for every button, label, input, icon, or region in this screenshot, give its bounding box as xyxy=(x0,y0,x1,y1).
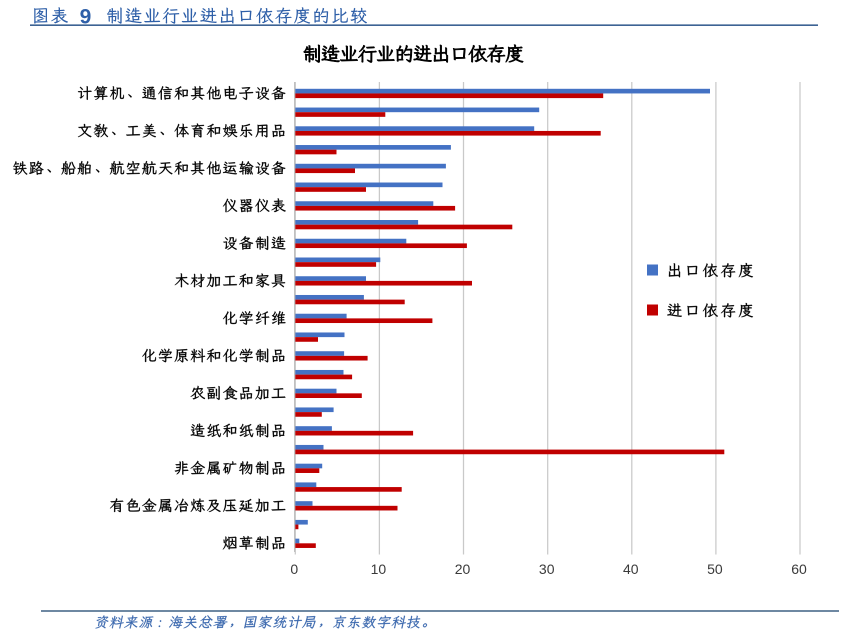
svg-text:20: 20 xyxy=(455,561,471,577)
svg-text:10: 10 xyxy=(371,561,387,577)
svg-text:50: 50 xyxy=(707,561,723,577)
svg-text:0: 0 xyxy=(290,561,298,577)
svg-text:9: 9 xyxy=(80,5,92,28)
svg-text:40: 40 xyxy=(623,561,639,577)
svg-text:60: 60 xyxy=(791,561,807,577)
svg-text:30: 30 xyxy=(539,561,555,577)
